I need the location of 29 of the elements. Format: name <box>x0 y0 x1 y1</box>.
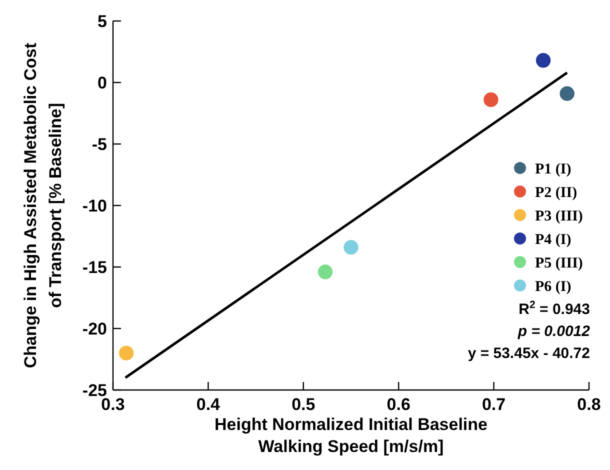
legend-label: P4 (I) <box>535 232 572 248</box>
legend-label: P3 (III) <box>535 208 583 224</box>
y-axis-title: Change in High Assisted Metabolic Cost of Transport [% Baseline] <box>21 42 65 368</box>
annotation: y = 53.45x - 40.72 <box>468 345 590 362</box>
point <box>344 240 358 255</box>
point <box>560 86 574 101</box>
point <box>318 264 333 280</box>
y-tick-label: -20 <box>82 319 107 338</box>
x-tick-label: 0.5 <box>292 395 316 414</box>
y-tick-label: 0 <box>98 73 107 92</box>
y-tick-label: -15 <box>82 258 107 277</box>
legend-label: P6 (I) <box>535 278 572 295</box>
annotation: p = 0.0012 <box>516 323 591 340</box>
x-tick-label: 0.7 <box>482 395 506 414</box>
x-tick-label: 0.4 <box>196 395 221 414</box>
point <box>118 346 134 360</box>
legend-label: P5 (III) <box>535 255 583 272</box>
y-tick-label: 5 <box>98 12 107 31</box>
annotation: R$^{2}$ = 0.943 <box>518 299 590 318</box>
x-tick-label: 0.3 <box>101 395 125 414</box>
point <box>484 92 498 108</box>
legend-label: P1 (I) <box>535 161 572 178</box>
legend-label: P2 (II) <box>535 184 578 201</box>
x-axis-title: Height Normalized Initial Baseline Walking Speed [m/s/m] <box>214 415 488 456</box>
x-tick-label: 0.6 <box>386 395 410 414</box>
x-tick-label: 0.8 <box>577 395 601 414</box>
y-tick-label: -10 <box>82 196 107 216</box>
point <box>536 53 551 68</box>
y-tick-label: -5 <box>92 134 107 154</box>
